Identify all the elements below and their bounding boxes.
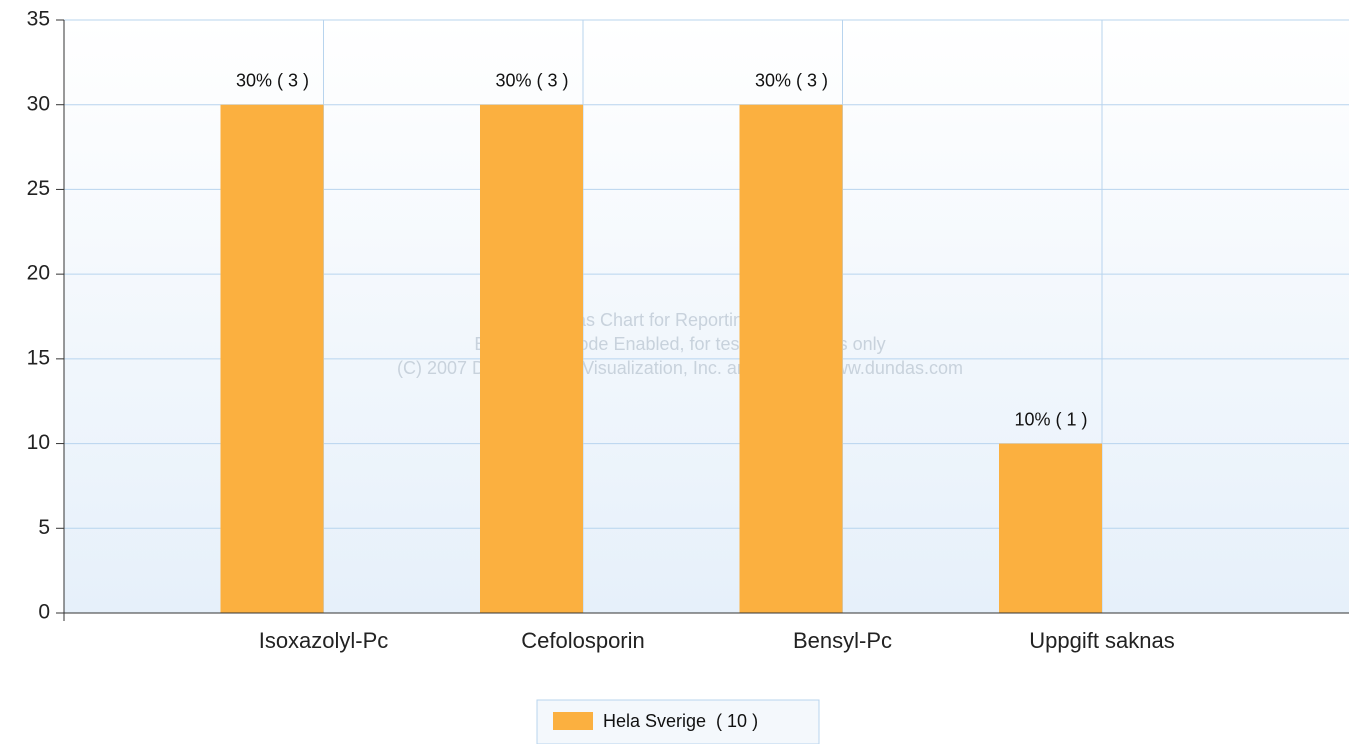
x-tick-label: Uppgift saknas [1029,628,1175,653]
y-tick-label: 5 [38,516,50,539]
y-tick-label: 35 [27,8,50,31]
y-tick-label: 20 [27,262,50,285]
bar [739,104,843,613]
x-tick-label: Bensyl-Pc [793,628,892,653]
x-tick-label: Cefolosporin [521,628,645,653]
y-tick-label: 30 [27,92,50,115]
y-tick-label: 25 [27,177,50,200]
data-label: 30% ( 3 ) [236,70,309,90]
data-label: 30% ( 3 ) [755,70,828,90]
bar [480,104,583,613]
data-label: 30% ( 3 ) [495,70,568,90]
data-label: 10% ( 1 ) [1014,409,1087,429]
bar [999,443,1102,613]
x-tick-label: Isoxazolyl-Pc [259,628,389,653]
legend-swatch [553,712,593,730]
y-tick-label: 15 [27,346,50,369]
y-tick-label: 0 [38,601,50,624]
bar [220,104,324,613]
legend-label: Hela Sverige ( 10 ) [603,711,758,731]
y-tick-label: 10 [27,431,50,454]
